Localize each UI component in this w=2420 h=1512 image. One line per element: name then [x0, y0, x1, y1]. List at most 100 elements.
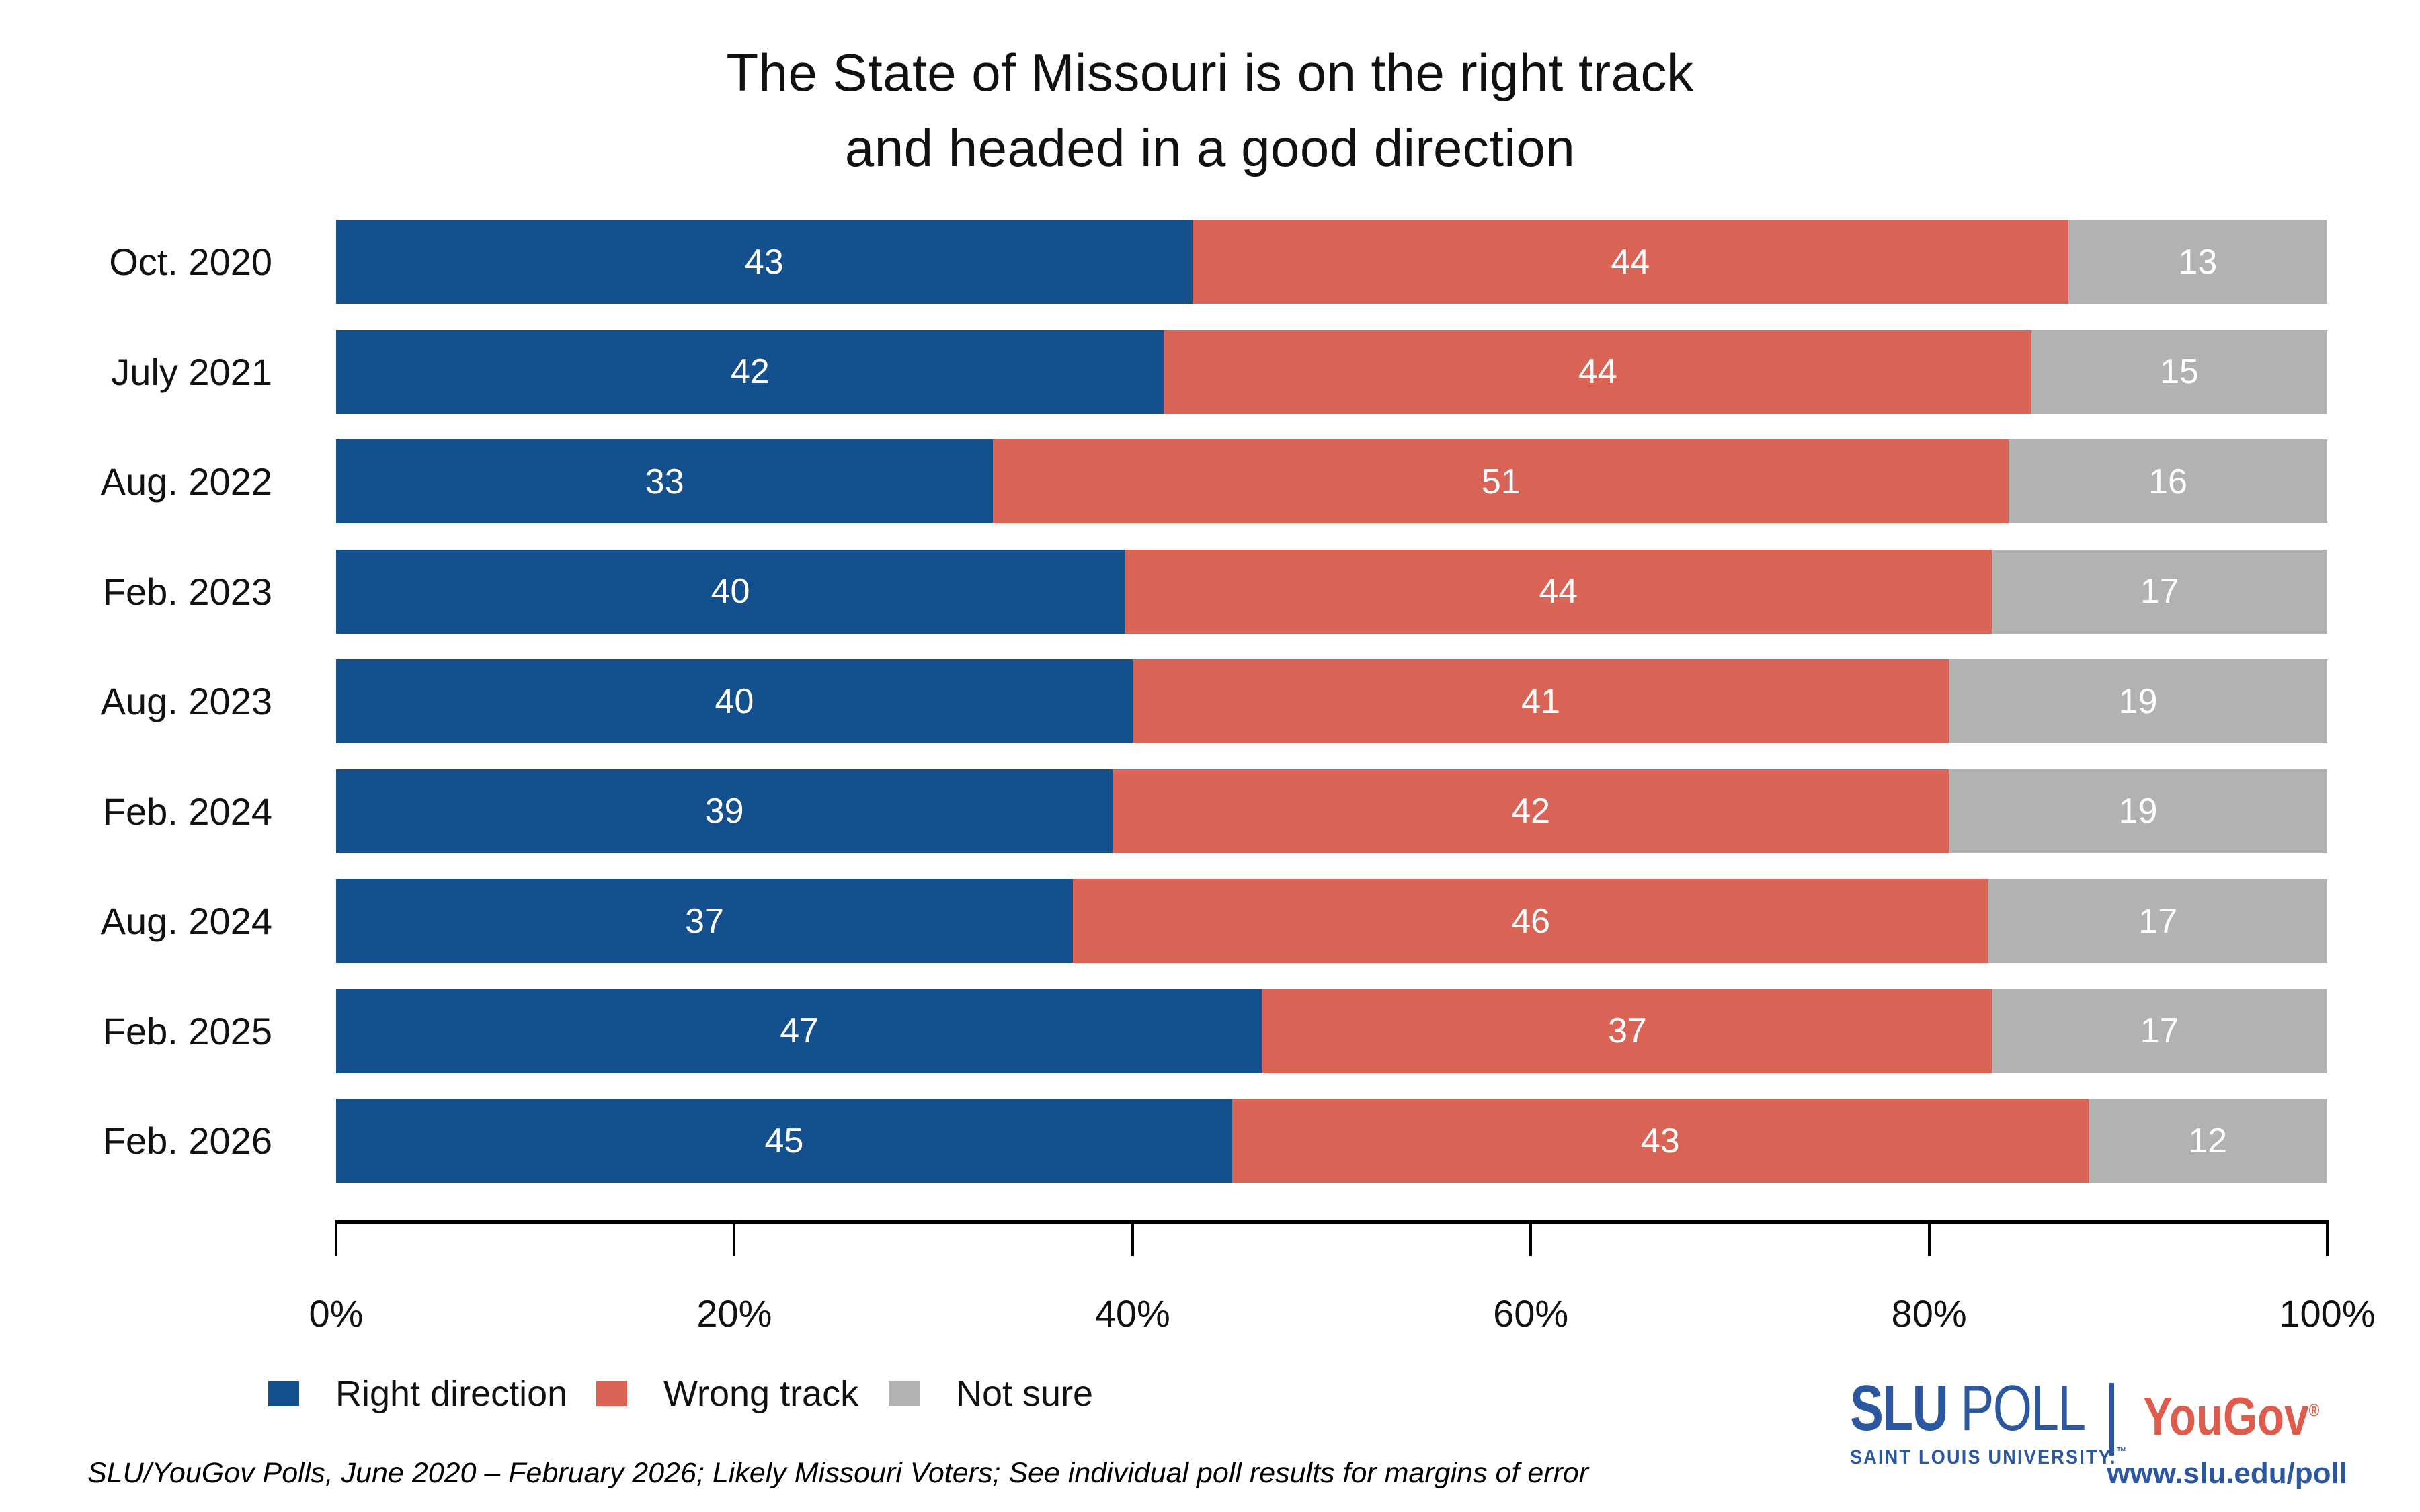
bar-value-label: 33: [645, 462, 684, 501]
x-axis-tick-label: 80%: [1891, 1292, 1967, 1335]
x-axis-line: [336, 1220, 2327, 1224]
bar-segment-right-direction: 40: [336, 549, 1125, 634]
plot-area: Oct. 2020 43 44 13 July 2021 42 44 15 Aug. 2022 3…: [101, 220, 2327, 1187]
bar-segment-wrong-track: 37: [1262, 989, 1992, 1073]
stacked-bar: 42 44 15: [336, 329, 2327, 414]
brand-separator-bar: [2109, 1383, 2114, 1456]
chart-title-line1: The State of Missouri is on the right tr…: [726, 43, 1694, 102]
bar-value-label: 37: [685, 901, 724, 941]
bar-value-label: 17: [2138, 901, 2178, 941]
legend-swatch-right-direction: [268, 1381, 299, 1406]
bar-value-label: 42: [730, 352, 770, 391]
category-label: Feb. 2025: [102, 1009, 272, 1052]
bar-segment-wrong-track: 44: [1125, 549, 1992, 634]
bar-segment-not-sure: 19: [1949, 769, 2327, 853]
stacked-bar: 37 46 17: [336, 879, 2327, 963]
registered-symbol: ®: [2308, 1400, 2320, 1421]
stacked-bar: 47 37 17: [336, 989, 2327, 1073]
bar-segment-not-sure: 17: [1988, 879, 2327, 963]
stacked-bar: 40 41 19: [336, 659, 2327, 743]
x-axis-tick: [1927, 1220, 1931, 1256]
category-label: Feb. 2026: [102, 1120, 272, 1162]
bar-value-label: 39: [704, 792, 744, 831]
legend-item-right-direction: Right direction: [268, 1374, 567, 1414]
bar-segment-not-sure: 13: [2068, 220, 2327, 304]
legend-label: Wrong track: [663, 1374, 859, 1414]
category-label: Feb. 2024: [102, 790, 272, 833]
bar-segment-right-direction: 43: [336, 220, 1193, 304]
bar-value-label: 17: [2140, 572, 2179, 611]
bar-row: Feb. 2024 39 42 19: [103, 769, 2327, 853]
bar-segment-not-sure: 19: [1949, 659, 2327, 743]
bar-row: Feb. 2025 47 37 17: [103, 989, 2327, 1073]
bar-row: Aug. 2023 40 41 19: [101, 659, 2327, 743]
bar-value-label: 51: [1481, 462, 1521, 501]
bar-value-label: 16: [2148, 462, 2187, 501]
bar-segment-right-direction: 39: [336, 769, 1113, 853]
legend-item-not-sure: Not sure: [889, 1374, 1093, 1414]
bar-value-label: 15: [2160, 352, 2199, 391]
legend-swatch-wrong-track: [596, 1381, 627, 1406]
chart-title-line2: and headed in a good direction: [844, 118, 1576, 177]
slu-poll-logo-slu: SLU: [1850, 1372, 1949, 1444]
bar-segment-wrong-track: 51: [993, 439, 2009, 523]
x-axis-tick: [1131, 1220, 1134, 1256]
legend-swatch-not-sure: [889, 1381, 920, 1406]
bar-segment-right-direction: 45: [336, 1099, 1232, 1183]
bar-value-label: 43: [744, 242, 784, 282]
bar-segment-not-sure: 17: [1992, 989, 2327, 1073]
category-label: Oct. 2020: [109, 241, 272, 283]
bar-value-label: 46: [1511, 901, 1551, 941]
x-axis-tick: [2326, 1220, 2329, 1256]
bar-value-label: 44: [1578, 352, 1617, 391]
bar-row: Oct. 2020 43 44 13: [109, 220, 2327, 304]
bar-row: Feb. 2026 45 43 12: [103, 1099, 2327, 1183]
category-label: Aug. 2022: [100, 460, 272, 503]
bar-value-label: 43: [1640, 1121, 1680, 1161]
bar-value-label: 44: [1539, 572, 1578, 611]
stacked-bar: 40 44 17: [336, 549, 2327, 634]
bar-segment-wrong-track: 41: [1132, 659, 1949, 743]
x-axis-tick: [1529, 1220, 1533, 1256]
bar-segment-wrong-track: 46: [1072, 879, 1989, 963]
bar-row: Aug. 2024 37 46 17: [101, 879, 2327, 963]
bar-segment-not-sure: 16: [2009, 439, 2327, 523]
x-axis-tick-label: 0%: [309, 1292, 364, 1335]
x-axis-tick: [733, 1220, 736, 1256]
bar-value-label: 40: [711, 572, 750, 611]
bar-value-label: 17: [2140, 1011, 2179, 1050]
bar-value-label: 13: [2178, 242, 2218, 282]
slu-poll-logo-poll: POLL: [1947, 1372, 2086, 1444]
category-label: Feb. 2023: [102, 570, 272, 613]
stacked-bar: 43 44 13: [336, 220, 2327, 304]
bar-row: Feb. 2023 40 44 17: [103, 549, 2327, 634]
stacked-bar: 39 42 19: [336, 769, 2327, 853]
bar-segment-not-sure: 12: [2088, 1099, 2327, 1183]
bar-segment-right-direction: 47: [336, 989, 1263, 1073]
category-label: July 2021: [111, 350, 272, 393]
bar-value-label: 47: [780, 1011, 819, 1050]
bar-segment-wrong-track: 44: [1164, 329, 2032, 414]
x-axis-tick-label: 20%: [696, 1292, 772, 1335]
slu-poll-logo: SLU POLL: [1850, 1376, 2086, 1441]
stacked-bar: 45 43 12: [336, 1099, 2327, 1183]
poll-url: www.slu.edu/poll: [2107, 1457, 2347, 1490]
bar-segment-right-direction: 33: [336, 439, 994, 523]
bar-segment-right-direction: 37: [336, 879, 1073, 963]
x-axis-tick-label: 40%: [1094, 1292, 1170, 1335]
bar-value-label: 12: [2188, 1121, 2228, 1161]
legend-item-wrong-track: Wrong track: [596, 1374, 858, 1414]
bar-value-label: 37: [1607, 1011, 1647, 1050]
bar-value-label: 41: [1521, 681, 1560, 721]
bar-row: July 2021 42 44 15: [111, 329, 2327, 414]
category-label: Aug. 2023: [100, 680, 272, 722]
bar-segment-wrong-track: 44: [1192, 220, 2068, 304]
chart-title: The State of Missouri is on the right tr…: [0, 35, 2420, 185]
bar-value-label: 19: [2118, 681, 2158, 721]
stacked-bar: 33 51 16: [336, 439, 2327, 523]
yougov-logo: YouGov®: [2143, 1386, 2320, 1446]
x-axis-tick: [335, 1220, 337, 1256]
category-label: Aug. 2024: [100, 900, 272, 942]
bar-value-label: 42: [1511, 792, 1551, 831]
